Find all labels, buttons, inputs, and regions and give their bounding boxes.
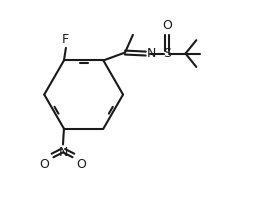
Text: O: O [76,158,86,171]
Text: F: F [61,33,69,46]
Text: N: N [58,146,68,159]
Text: O: O [162,19,172,32]
Text: S: S [163,47,171,60]
Text: N: N [147,47,156,60]
Text: O: O [40,158,50,171]
